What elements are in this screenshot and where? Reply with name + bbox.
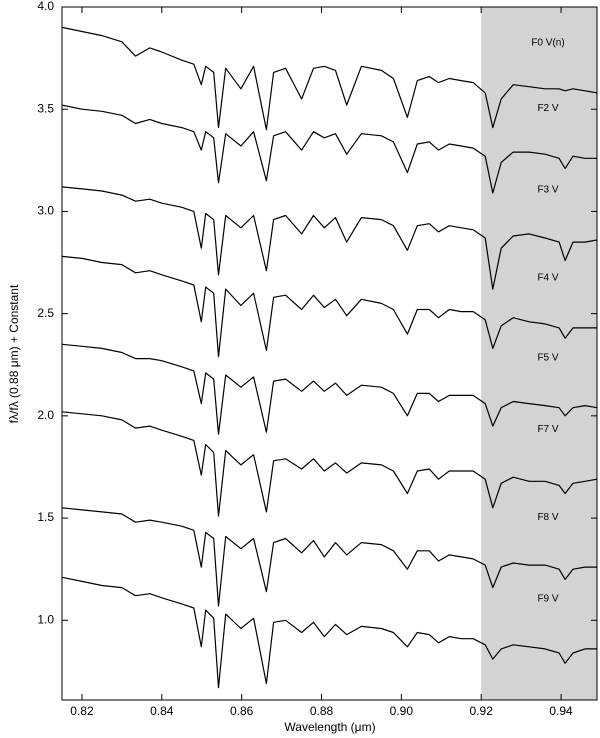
series-label: F9 V [537,594,558,605]
y-tick-label: 2.0 [37,408,54,422]
x-tick-label: 0.90 [390,704,414,718]
y-tick-label: 1.0 [37,612,54,626]
spectrum-line [61,576,597,689]
x-tick-label: 0.84 [150,704,174,718]
series-label: F0 V(n) [531,37,564,48]
series-label: F5 V [537,352,558,363]
series-label: F7 V [537,424,558,435]
y-tick-label: 2.5 [37,306,54,320]
y-tick-label: 3.0 [37,204,54,218]
x-tick-label: 0.86 [230,704,254,718]
series-label: F8 V [537,512,558,523]
spectrum-line [61,411,598,517]
series-label: F3 V [537,185,558,196]
x-axis-label: Wavelength (μm) [284,720,375,734]
plot-frame [61,6,598,701]
x-tick-label: 0.92 [470,704,494,718]
spectrum-line [61,507,597,607]
spectrum-line [61,104,597,194]
series-label: F4 V [537,273,558,284]
spectrum-line [61,255,597,358]
y-tick-label: 1.5 [37,510,54,524]
shaded-region [481,7,597,700]
spectrum-line [61,186,598,290]
spectrum-line [61,26,598,131]
series-label: F2 V [537,103,558,114]
y-tick-label: 4.0 [37,0,54,13]
spectrum-line [61,343,598,435]
y-tick-label: 3.5 [37,101,54,115]
x-tick-label: 0.88 [310,704,334,718]
y-axis-label: fλ/fλ (0.88 μm) + Constant [7,284,21,423]
x-tick-label: 0.94 [549,704,573,718]
x-tick-label: 0.82 [70,704,94,718]
